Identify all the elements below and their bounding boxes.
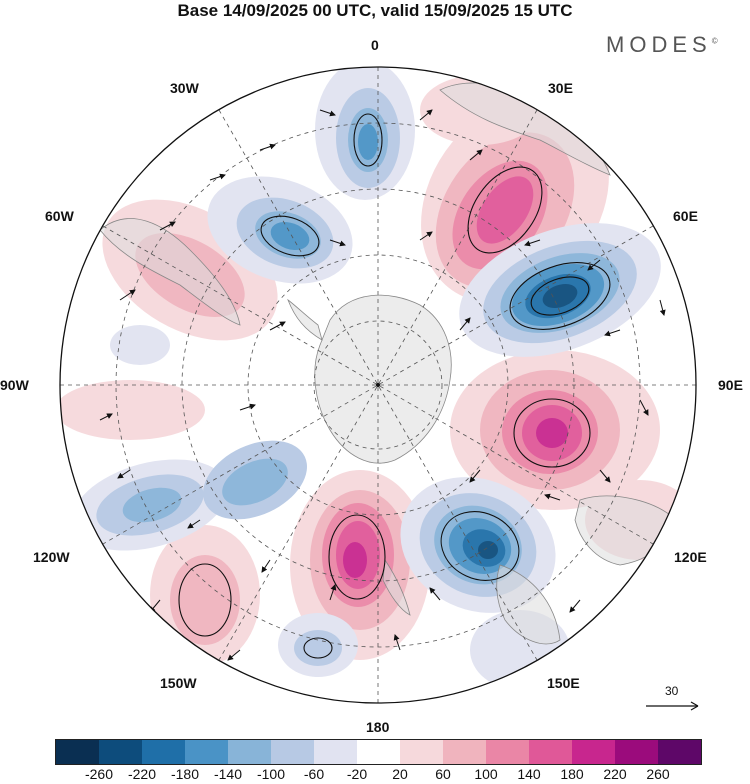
lon-label-30w: 30W [170,80,199,96]
south-america [99,218,241,326]
antarctica [314,294,452,464]
lon-label-0: 0 [371,37,379,53]
arrow-right-icon [646,701,699,711]
colorbar-segment [271,740,314,764]
colorbar [55,739,702,765]
colorbar-segment [185,740,228,764]
colorbar-segment [486,740,529,764]
colorbar-segment [615,740,658,764]
map-border [59,66,697,704]
lon-label-60e: 60E [673,208,698,224]
colorbar-segment [443,740,486,764]
new-zealand [382,558,411,616]
lon-label-150w: 150W [160,675,197,691]
lon-label-120w: 120W [33,549,70,565]
colorbar-segment [529,740,572,764]
brand-name: MODES [606,32,712,57]
modes-logo: MODES© [606,32,718,58]
lon-label-150e: 150E [547,675,580,691]
colorbar-segment [357,740,400,764]
colorbar-tick-label: -60 [303,766,325,782]
colorbar-tick-label: 60 [435,766,451,782]
colorbar-ticks: -260 -220 -180 -140 -100 -60 -20 20 60 100 140 180 2… [0,766,750,784]
lon-label-60w: 60W [45,208,74,224]
colorbar-tick-label: 220 [603,766,627,782]
colorbar-tick-label: 140 [517,766,541,782]
land-outlines [99,82,671,645]
colorbar-tick-label: 180 [560,766,584,782]
colorbar-segment [658,740,701,764]
colorbar-tick-label: 20 [392,766,408,782]
colorbar-tick-label: -20 [346,766,368,782]
colorbar-segment [314,740,357,764]
south-pole-marker [376,383,380,387]
graticule [60,67,696,703]
colorbar-tick-label: -180 [170,766,200,782]
anomaly-shading [60,67,695,690]
antarctic-peninsula [287,298,323,341]
colorbar-tick-label: 260 [646,766,670,782]
colorbar-segment [572,740,615,764]
colorbar-tick-label: -140 [213,766,243,782]
colorbar-tick-label: -260 [84,766,114,782]
wind-vectors [99,109,666,661]
lon-label-90e: 90E [718,377,743,393]
colorbar-segment [142,740,185,764]
lon-label-90w: 90W [0,377,29,393]
lon-label-30e: 30E [548,80,573,96]
colorbar-segment [228,740,271,764]
colorbar-tick-label: -100 [256,766,286,782]
tasmania-area [496,564,561,645]
reference-vector-value: 30 [665,684,679,698]
lon-label-180: 180 [366,719,390,735]
colorbar-segment [56,740,99,764]
lon-label-120e: 120E [674,549,707,565]
colorbar-segment [99,740,142,764]
copyright-mark: © [711,36,718,46]
colorbar-tick-label: 100 [474,766,498,782]
map-title: Base 14/09/2025 00 UTC, valid 15/09/2025… [177,1,573,20]
colorbar-segment [400,740,443,764]
colorbar-tick-label: -220 [127,766,157,782]
contour-lines [178,113,611,659]
